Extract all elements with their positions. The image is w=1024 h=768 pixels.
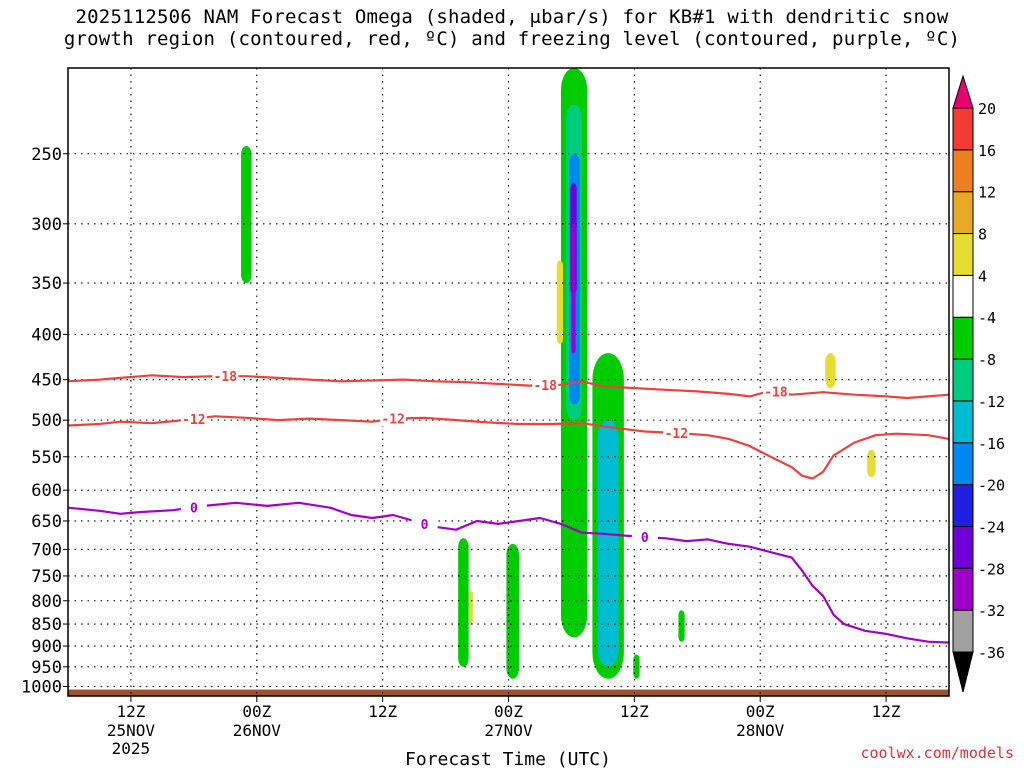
colorbar-label: -4 [978, 309, 996, 327]
colorbar-swatch [952, 107, 974, 151]
y-tick-label: 350 [31, 274, 62, 294]
colorbar-swatch [952, 609, 974, 653]
colorbar-label: 12 [978, 184, 996, 202]
x-tick-label: 12Z [116, 702, 145, 721]
colorbar-label: -16 [978, 435, 1005, 453]
grid-lines [68, 68, 949, 696]
contour-label-bg [212, 368, 239, 385]
colorbar-arrow-bottom [952, 651, 974, 693]
y-tick-label: 250 [31, 145, 62, 165]
x-tick-date: 26NOV [233, 721, 282, 740]
y-tick-label: 500 [31, 411, 62, 431]
x-tick-date: 28NOV [736, 721, 785, 740]
colorbar-swatch [952, 233, 974, 276]
colorbar-swatch [952, 442, 974, 486]
omega-region [597, 420, 619, 667]
contour-label: -12 [182, 413, 205, 428]
x-tick-date: 2025 [112, 739, 151, 758]
credit-text: coolwx.com/models [860, 744, 1014, 762]
x-tick-label: 12Z [872, 702, 901, 721]
y-tick-label: 1000 [21, 678, 62, 698]
contour-line [67, 415, 950, 480]
x-tick-date: 25NOV [107, 721, 156, 740]
colorbar-label: -32 [978, 602, 1005, 620]
colorbar-label: -24 [978, 518, 1005, 536]
colorbar-label: -8 [978, 351, 996, 369]
colorbar-label: 4 [978, 267, 987, 285]
contour-label-bg [380, 410, 407, 427]
y-axis: 2503003504004505005506006507007508008509… [21, 145, 68, 698]
omega-region [556, 260, 564, 344]
colorbar-label: -12 [978, 393, 1005, 411]
contour-label: -18 [764, 386, 788, 401]
x-axis-label: Forecast Time (UTC) [405, 749, 611, 768]
omega-region [867, 449, 876, 478]
colorbar-swatch [952, 191, 974, 235]
contour-label-bg [631, 529, 658, 546]
colorbar-swatch [952, 525, 974, 569]
contour-label-bg [180, 499, 207, 516]
y-tick-label: 400 [31, 325, 62, 345]
y-tick-label: 650 [31, 512, 62, 532]
y-tick-label: 750 [31, 567, 62, 587]
temperature-contours: -18 -18 -18 -12 -12 -12 0 0 0 [67, 368, 950, 644]
chart-title: 2025112506 NAM Forecast Omega (shaded, μ… [0, 6, 1024, 50]
y-tick-label: 850 [31, 615, 62, 635]
y-tick-label: 950 [31, 658, 62, 678]
contour-label-bg [663, 424, 690, 441]
contour-label: -18 [214, 370, 238, 385]
x-tick-label: 00Z [494, 702, 523, 721]
colorbar-label: 20 [978, 100, 996, 118]
y-tick-label: 550 [31, 448, 62, 468]
colorbar-label: -28 [978, 560, 1005, 578]
colorbar-swatch [952, 484, 974, 527]
colorbar-label: 16 [978, 142, 996, 160]
colorbar: -36 -32 -28 -24 -20 -16 -12 -8 -4 4 8 12 16 20 [952, 74, 1005, 693]
contour-label: -18 [533, 379, 557, 394]
title-line-1: 2025112506 NAM Forecast Omega (shaded, μ… [75, 6, 949, 28]
x-tick-label: 12Z [368, 702, 397, 721]
omega-region [825, 353, 836, 389]
colorbar-swatch [952, 274, 974, 318]
x-tick-label: 00Z [242, 702, 271, 721]
contour-label-bg [762, 383, 789, 400]
colorbar-swatch [952, 149, 974, 193]
colorbar-arrow-top [952, 74, 974, 109]
y-tick-label: 700 [31, 540, 62, 560]
colorbar-label: -20 [978, 477, 1005, 495]
colorbar-swatch [952, 400, 974, 444]
colorbar-swatch [952, 316, 974, 360]
y-tick-label: 800 [31, 592, 62, 612]
omega-region [241, 145, 252, 284]
contour-label-bg [180, 410, 207, 427]
contour-label: 0 [641, 531, 649, 546]
contour-label: -12 [381, 413, 404, 428]
omega-shading [241, 68, 876, 679]
colorbar-swatch [952, 567, 974, 611]
contour-line [67, 501, 950, 644]
x-tick-date: 27NOV [484, 721, 533, 740]
colorbar-label: -36 [978, 644, 1005, 662]
y-tick-label: 300 [31, 215, 62, 235]
omega-region [458, 538, 469, 667]
y-tick-label: 900 [31, 637, 62, 657]
x-tick-label: 12Z [620, 702, 649, 721]
omega-region [469, 591, 473, 625]
contour-label: 0 [421, 518, 429, 533]
contour-label: -12 [665, 427, 688, 442]
omega-region [506, 543, 519, 679]
omega-region [678, 610, 685, 642]
colorbar-label: 8 [978, 226, 987, 244]
x-tick-label: 00Z [746, 702, 775, 721]
y-tick-label: 450 [31, 371, 62, 391]
y-tick-label: 600 [31, 481, 62, 501]
title-line-2: growth region (contoured, red, ºC) and f… [63, 28, 961, 50]
contour-label-bg [411, 515, 438, 532]
omega-region [571, 223, 576, 354]
contour-label-bg [532, 377, 559, 394]
colorbar-swatch [952, 358, 974, 402]
contour-label: 0 [190, 501, 198, 516]
